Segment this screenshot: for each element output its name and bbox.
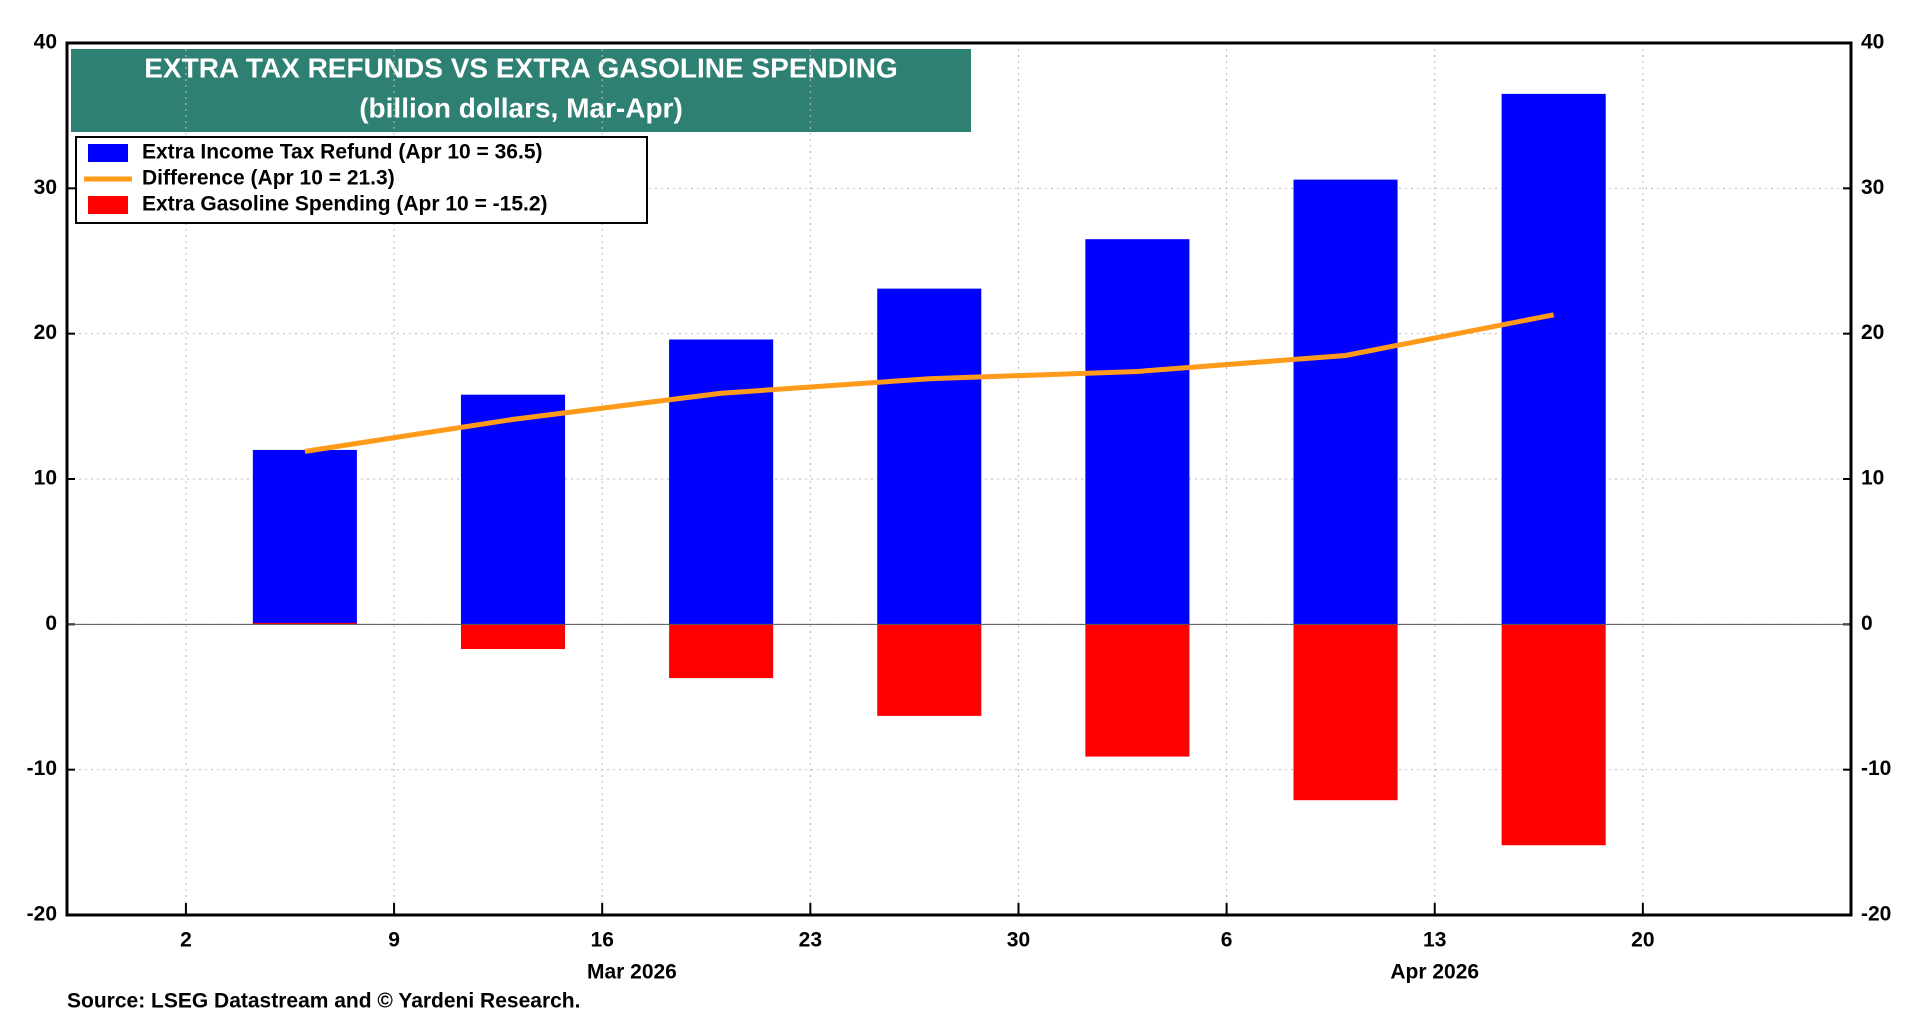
bar <box>252 622 357 625</box>
bar <box>669 339 774 625</box>
bar <box>669 624 774 679</box>
y2-tick-label: -10 <box>1861 757 1891 780</box>
y2-tick-label: 40 <box>1861 31 1884 54</box>
y-tick-label: 10 <box>34 467 57 490</box>
bar <box>877 288 982 625</box>
bar <box>1501 624 1606 846</box>
y-tick-label: -10 <box>27 757 57 780</box>
line <box>304 312 1555 454</box>
plot-frame <box>65 41 1853 917</box>
y-tick-label: 0 <box>45 612 57 635</box>
month-label: Apr 2026 <box>1390 961 1479 984</box>
x-tick-label: 6 <box>1221 929 1233 952</box>
legend-box <box>75 136 648 224</box>
y2-tick-label: 10 <box>1861 467 1884 490</box>
legend-label: Extra Gasoline Spending (Apr 10 = -15.2) <box>142 193 548 216</box>
bar <box>1293 624 1398 801</box>
y2-tick-label: 0 <box>1861 612 1873 635</box>
month-label: Mar 2026 <box>587 961 677 984</box>
y2-tick-label: 30 <box>1861 176 1884 199</box>
x-tick-label: 23 <box>799 929 822 952</box>
chart-subtitle: (billion dollars, Mar-Apr) <box>359 92 683 123</box>
y-tick-label: -20 <box>27 903 57 926</box>
x-tick-label: 16 <box>591 929 614 952</box>
bar <box>460 394 566 625</box>
bar <box>877 624 982 716</box>
legend-label: Difference (Apr 10 = 21.3) <box>142 167 395 190</box>
bar <box>1293 179 1398 625</box>
x-tick-label: 2 <box>180 929 192 952</box>
title-box <box>71 49 971 132</box>
source-note: Source: LSEG Datastream and © Yardeni Re… <box>67 990 580 1013</box>
chart-title: EXTRA TAX REFUNDS VS EXTRA GASOLINE SPEN… <box>144 52 897 83</box>
x-tick-label: 20 <box>1631 929 1654 952</box>
y-tick-label: 30 <box>34 176 57 199</box>
bar <box>252 449 357 625</box>
bar <box>460 624 566 650</box>
y2-tick-label: 20 <box>1861 321 1884 344</box>
bar <box>1501 93 1606 625</box>
y-tick-label: 20 <box>34 321 57 344</box>
x-tick-label: 9 <box>388 929 400 952</box>
legend-swatch <box>88 144 128 162</box>
y-tick-label: 40 <box>34 31 57 54</box>
legend-swatch <box>88 196 128 214</box>
x-tick-label: 30 <box>1007 929 1030 952</box>
bar <box>1085 239 1190 625</box>
legend-label: Extra Income Tax Refund (Apr 10 = 36.5) <box>142 141 543 164</box>
bar <box>1085 624 1190 757</box>
x-tick-label: 13 <box>1423 929 1446 952</box>
y2-tick-label: -20 <box>1861 903 1891 926</box>
